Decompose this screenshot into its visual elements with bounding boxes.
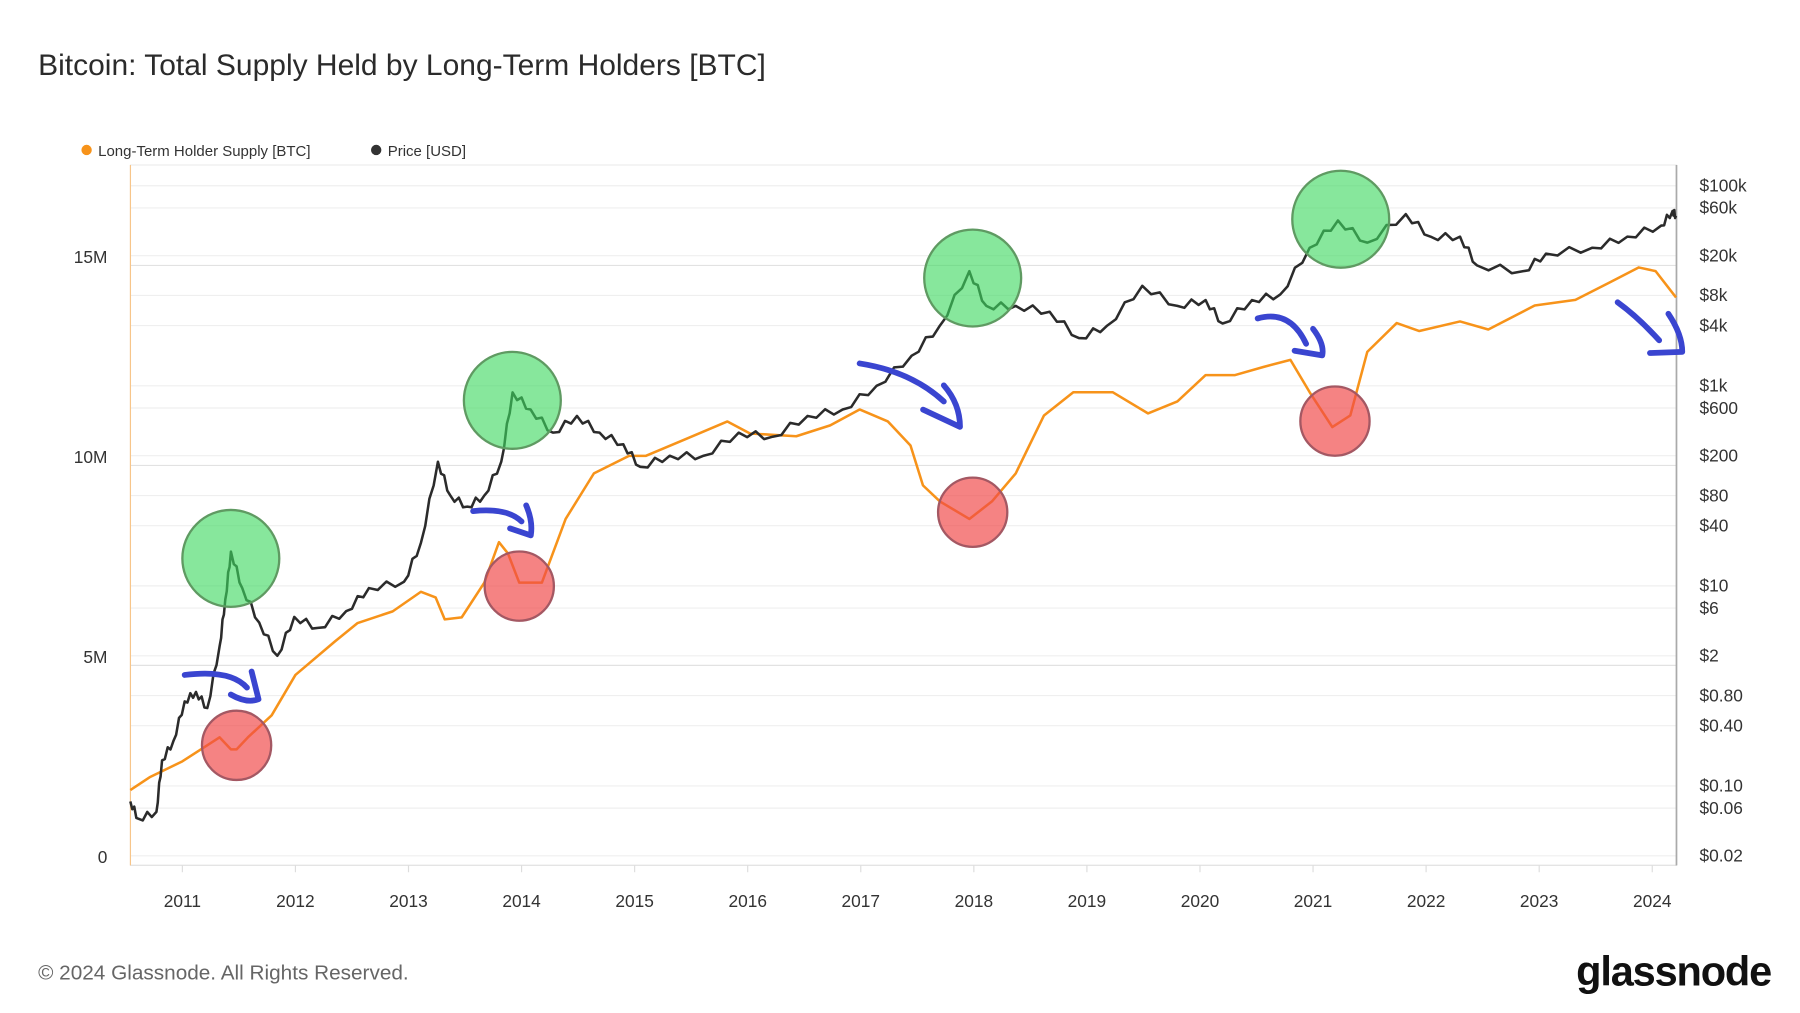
copyright: © 2024 Glassnode. All Rights Reserved. bbox=[38, 962, 409, 985]
red-highlight-circle bbox=[1299, 385, 1371, 457]
price-tick-label: $40 bbox=[1700, 515, 1729, 535]
series bbox=[129, 208, 1678, 822]
price-tick-label: $100k bbox=[1700, 176, 1747, 196]
price-tick-label: $0.10 bbox=[1700, 776, 1743, 796]
year-tick-label: 2015 bbox=[615, 891, 653, 911]
legend: Long-Term Holder Supply [BTC] Price [USD… bbox=[81, 143, 466, 160]
supply-tick-label: 5M bbox=[83, 647, 107, 667]
price-tick-label: $20k bbox=[1700, 245, 1738, 265]
year-tick-label: 2012 bbox=[276, 891, 314, 911]
price-tick-label: $0.06 bbox=[1700, 798, 1743, 818]
green-highlight-circle bbox=[1291, 169, 1391, 269]
red-highlight-circle bbox=[936, 476, 1009, 549]
legend-label-price[interactable]: Price [USD] bbox=[388, 143, 466, 160]
price-tick-label: $60k bbox=[1700, 198, 1738, 218]
red-highlight-circle bbox=[483, 550, 556, 622]
year-tick-label: 2021 bbox=[1294, 891, 1332, 911]
price-tick-label: $4k bbox=[1700, 315, 1728, 335]
blue-arrow-icon bbox=[181, 668, 262, 704]
supply-tick-label: 15M bbox=[74, 247, 108, 267]
year-tick-label: 2023 bbox=[1520, 891, 1558, 911]
price-tick-label: $80 bbox=[1700, 485, 1729, 505]
price-line bbox=[129, 208, 1678, 822]
price-tick-label: $8k bbox=[1700, 285, 1728, 305]
price-tick-label: $600 bbox=[1700, 398, 1738, 418]
year-tick-label: 2011 bbox=[164, 891, 201, 911]
year-tick-label: 2013 bbox=[389, 891, 427, 911]
supply-tick-label: 0 bbox=[98, 847, 108, 867]
price-tick-label: $1k bbox=[1700, 376, 1728, 396]
blue-arrow-icon bbox=[1614, 299, 1686, 356]
green-highlight-circle bbox=[462, 350, 562, 450]
green-highlight-circle bbox=[181, 508, 281, 609]
year-tick-label: 2022 bbox=[1407, 891, 1445, 911]
grid bbox=[129, 164, 1678, 866]
blue-arrow-icon bbox=[1254, 313, 1326, 359]
legend-marker-price bbox=[371, 144, 382, 156]
legend-label-supply[interactable]: Long-Term Holder Supply [BTC] bbox=[98, 143, 310, 160]
price-tick-label: $200 bbox=[1700, 446, 1738, 466]
year-tick-label: 2020 bbox=[1181, 891, 1219, 911]
green-highlight-circle bbox=[923, 228, 1023, 328]
year-tick-label: 2017 bbox=[842, 891, 880, 911]
price-tick-label: $0.80 bbox=[1700, 685, 1743, 705]
year-tick-label: 2024 bbox=[1633, 891, 1672, 911]
year-tick-label: 2018 bbox=[955, 891, 993, 911]
price-tick-label: $0.40 bbox=[1700, 715, 1743, 735]
price-tick-label: $0.02 bbox=[1700, 846, 1743, 866]
red-highlight-circle bbox=[200, 709, 273, 782]
axes: $100k$60k$20k$8k$4k$1k$600$200$80$40$10$… bbox=[74, 164, 1747, 911]
glassnode-logo: glassnode bbox=[1576, 947, 1771, 994]
supply-line bbox=[129, 266, 1678, 792]
year-tick-label: 2019 bbox=[1068, 891, 1106, 911]
chart-title: Bitcoin: Total Supply Held by Long-Term … bbox=[38, 49, 766, 82]
annotations bbox=[181, 169, 1686, 782]
price-tick-label: $2 bbox=[1700, 646, 1719, 666]
year-tick-label: 2014 bbox=[502, 891, 541, 911]
blue-arrow-icon bbox=[856, 360, 963, 430]
plot-area bbox=[129, 164, 1678, 866]
price-tick-label: $10 bbox=[1700, 576, 1729, 596]
price-tick-label: $6 bbox=[1700, 598, 1719, 618]
year-tick-label: 2016 bbox=[728, 891, 766, 911]
supply-tick-label: 10M bbox=[74, 447, 108, 467]
blue-arrow-icon bbox=[470, 502, 535, 539]
legend-marker-supply bbox=[81, 144, 92, 156]
